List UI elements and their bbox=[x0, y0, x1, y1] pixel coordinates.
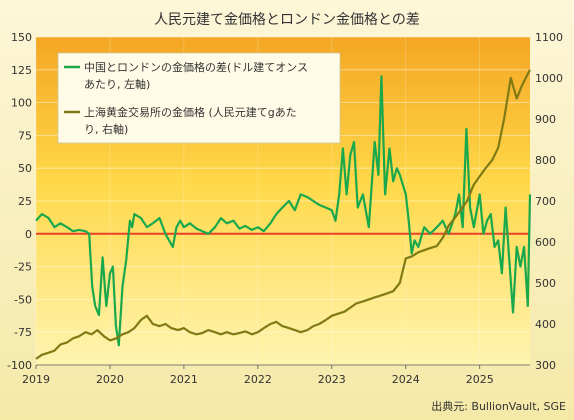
legend: 中国とロンドンの金価格の差(ドル建てオンス あたり, 左軸) 上海黄金交易所の金… bbox=[57, 52, 341, 144]
left-tick--25: -25 bbox=[14, 261, 32, 274]
x-tick-2020: 2020 bbox=[96, 373, 124, 386]
left-tick--50: -50 bbox=[14, 293, 32, 306]
x-tick-2021: 2021 bbox=[170, 373, 198, 386]
x-axis: 2019 2020 2021 2022 2023 2024 2025 bbox=[22, 364, 530, 386]
left-tick-75: 75 bbox=[18, 129, 32, 142]
right-tick-1100: 1100 bbox=[535, 31, 563, 44]
right-tick-300: 300 bbox=[535, 359, 556, 372]
right-tick-500: 500 bbox=[535, 277, 556, 290]
x-tick-2023: 2023 bbox=[318, 373, 346, 386]
legend-label-sge-line1: 上海黄金交易所の金価格 (人民元建てgあた bbox=[84, 105, 297, 119]
x-tick-2019: 2019 bbox=[22, 373, 50, 386]
right-tick-800: 800 bbox=[535, 154, 556, 167]
right-axis: 300 400 500 600 700 800 900 1000 1100 bbox=[535, 31, 563, 372]
left-tick-0: 0 bbox=[25, 228, 32, 241]
left-tick-125: 125 bbox=[11, 64, 32, 77]
series-line-sge bbox=[35, 69, 531, 360]
legend-label-sge-line2: り, 右軸) bbox=[84, 122, 128, 136]
right-tick-600: 600 bbox=[535, 236, 556, 249]
legend-label-spread-line2: あたり, 左軸) bbox=[84, 77, 150, 91]
series-line-spread bbox=[35, 75, 532, 347]
left-tick--75: -75 bbox=[14, 326, 32, 339]
left-axis: -100 -75 -50 -25 0 25 50 75 100 125 150 bbox=[7, 31, 32, 372]
legend-label-spread-line1: 中国とロンドンの金価格の差(ドル建てオンス bbox=[84, 60, 308, 74]
chart-title: 人民元建て金価格とロンドン金価格との差 bbox=[154, 12, 420, 28]
source-note: 出典元: BullionVault, SGE bbox=[431, 399, 566, 413]
left-tick-50: 50 bbox=[18, 162, 32, 175]
right-tick-1000: 1000 bbox=[535, 72, 563, 85]
series-layer bbox=[35, 69, 532, 360]
legend-box bbox=[57, 52, 341, 144]
x-tick-2024: 2024 bbox=[392, 373, 420, 386]
right-tick-400: 400 bbox=[535, 318, 556, 331]
left-tick-25: 25 bbox=[18, 195, 32, 208]
right-tick-900: 900 bbox=[535, 113, 556, 126]
left-tick-150: 150 bbox=[11, 31, 32, 44]
right-tick-700: 700 bbox=[535, 195, 556, 208]
left-tick--100: -100 bbox=[7, 359, 32, 372]
x-tick-2025: 2025 bbox=[466, 373, 494, 386]
x-tick-2022: 2022 bbox=[244, 373, 272, 386]
left-tick-100: 100 bbox=[11, 97, 32, 110]
